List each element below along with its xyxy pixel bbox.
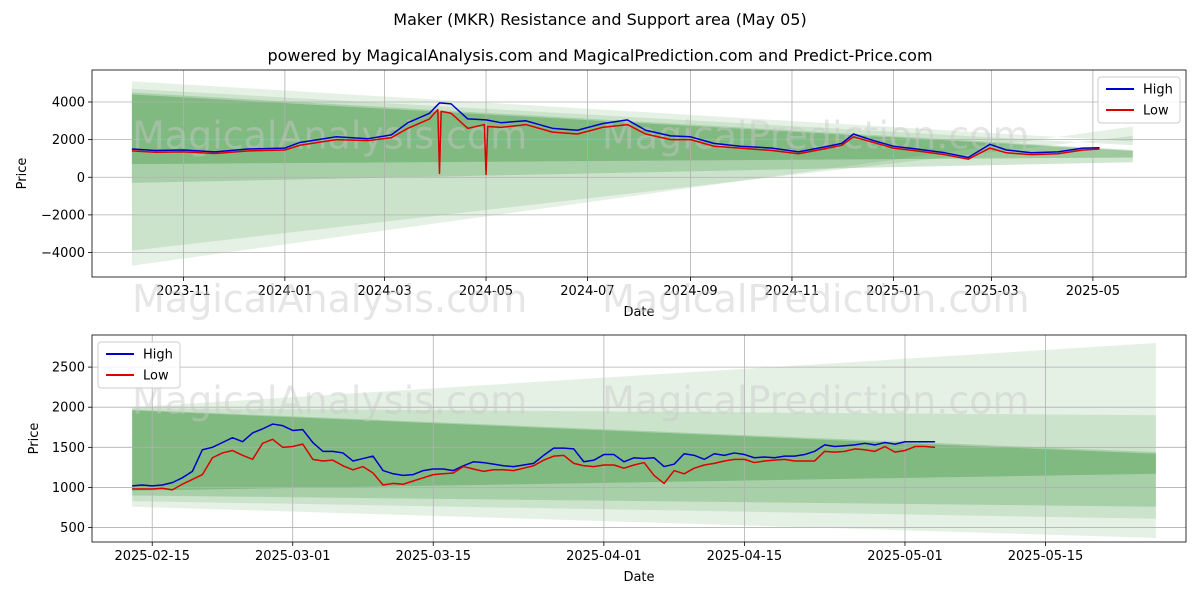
chart-title: Maker (MKR) Resistance and Support area … (393, 10, 807, 29)
band-3 (131, 92, 1133, 183)
x-axis-label: Date (623, 305, 654, 320)
band-4 (131, 94, 1133, 165)
x-tick-label: 2024-09 (663, 284, 717, 299)
series-group (132, 423, 936, 491)
y-tick-label: 500 (60, 521, 85, 536)
x-tick-label: 2025-04-01 (566, 549, 642, 564)
watermark-text: MagicalAnalysis.com (132, 379, 527, 423)
x-tick-label: 2025-03-01 (255, 549, 331, 564)
x-tick-label: 2025-05-15 (1008, 549, 1084, 564)
x-tick-label: 2024-03 (357, 284, 411, 299)
y-axis-label: Price (27, 423, 42, 455)
legend: High Low (97, 341, 181, 389)
x-tick-label: 2024-05 (459, 284, 513, 299)
band-1 (131, 81, 1133, 266)
x-tick-label: 2025-03 (964, 284, 1018, 299)
x-tick-label: 2025-05-01 (867, 549, 943, 564)
x-axis-label: Date (623, 570, 654, 585)
chart-subtitle: powered by MagicalAnalysis.com and Magic… (267, 46, 933, 65)
y-tick-label: −2000 (41, 208, 85, 223)
legend-label-high: High (1143, 83, 1173, 98)
series-line-high (132, 423, 936, 487)
y-tick-label: 1000 (52, 481, 85, 496)
series-line-low (132, 438, 936, 491)
band-2 (131, 88, 1133, 251)
legend-label-low: Low (143, 369, 169, 384)
y-tick-label: 4000 (52, 95, 85, 110)
y-axis-label: Price (15, 158, 30, 190)
plot-frame (91, 334, 1187, 543)
support-resistance-bands (131, 81, 1133, 266)
legend-label-low: Low (1143, 104, 1169, 119)
y-tick-label: 2000 (52, 133, 85, 148)
legend: High Low (1097, 76, 1181, 124)
chart-panel-2: MagicalAnalysis.com MagicalPrediction.com… (27, 334, 1187, 585)
chart-panel-1: MagicalAnalysis.com MagicalPrediction.com… (15, 69, 1187, 320)
x-tick-label: 2025-03-15 (395, 549, 471, 564)
series-line-high (131, 102, 1100, 159)
support-resistance-bands (132, 343, 1156, 538)
x-tick-label: 2024-01 (258, 284, 312, 299)
plot-frame (91, 69, 1187, 278)
x-tick-label: 2025-05 (1066, 284, 1120, 299)
x-tick-label: 2025-01 (866, 284, 920, 299)
legend-label-high: High (143, 348, 173, 363)
x-tick-label: 2025-02-15 (114, 549, 190, 564)
series-line-low (131, 108, 1100, 176)
y-tick-label: 0 (77, 171, 85, 186)
y-tick-label: 1500 (52, 441, 85, 456)
x-tick-label: 2024-07 (560, 284, 614, 299)
watermark-text: MagicalAnalysis.com (132, 277, 527, 321)
x-tick-label: 2023-11 (156, 284, 210, 299)
series-group (131, 102, 1100, 176)
x-tick-label: 2024-11 (765, 284, 819, 299)
x-tick-label: 2025-04-15 (707, 549, 783, 564)
watermark-text: MagicalPrediction.com (602, 379, 1030, 423)
y-tick-label: 2000 (52, 401, 85, 416)
band-4 (132, 410, 1156, 491)
band-1 (132, 343, 1156, 538)
y-tick-label: 2500 (52, 361, 85, 376)
watermark-text: MagicalPrediction.com (602, 277, 1030, 321)
y-tick-label: −4000 (41, 246, 85, 261)
